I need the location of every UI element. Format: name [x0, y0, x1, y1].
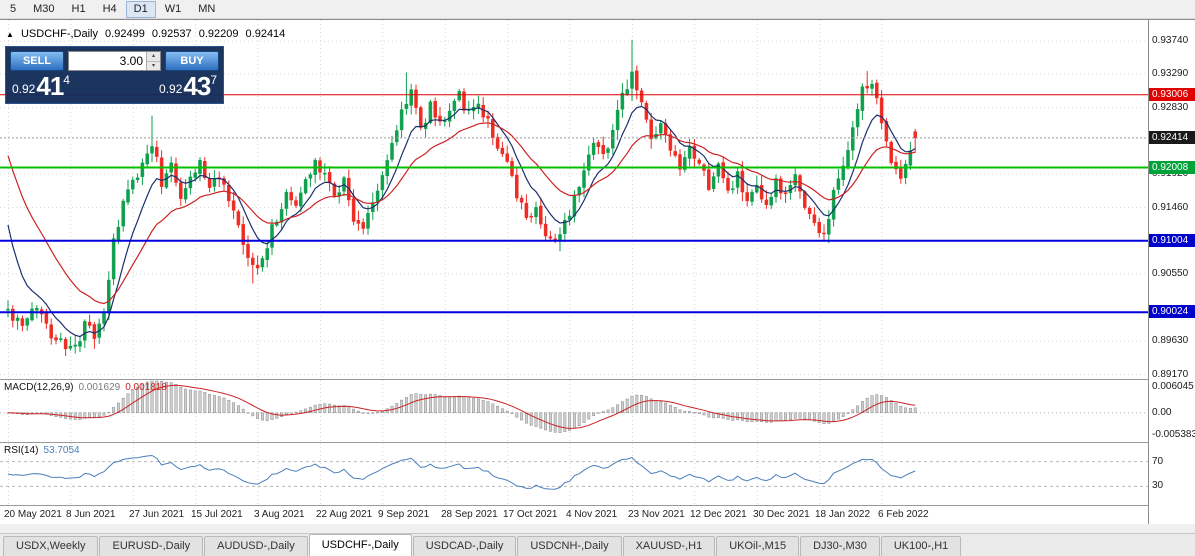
rsi-indicator-header: RSI(14) 53.7054 — [4, 445, 80, 456]
date-label: 20 May 2021 — [4, 509, 62, 520]
date-label: 17 Oct 2021 — [503, 509, 558, 520]
rsi-indicator-pane[interactable] — [0, 443, 1148, 505]
chart-tab-audusd-daily[interactable]: AUDUSD-,Daily — [204, 536, 308, 556]
chart-tab-usdx-weekly[interactable]: USDX,Weekly — [3, 536, 99, 556]
macd-axis-min: -0.005383 — [1152, 429, 1195, 440]
macd-indicator-header: MACD(12,26,9) 0.001629 0.001818 — [4, 382, 167, 393]
ohlc-low: 0.92209 — [198, 28, 239, 40]
price-axis-label: 0.93740 — [1152, 35, 1189, 46]
macd-signal-line — [7, 384, 916, 429]
volume-decrease-button[interactable]: ▾ — [147, 62, 160, 70]
pane-separator[interactable] — [0, 379, 1195, 380]
chart-tab-xauusd-h1[interactable]: XAUUSD-,H1 — [622, 536, 716, 556]
ask-pips: 43 — [183, 71, 211, 101]
macd-histogram — [6, 380, 917, 433]
macd-signal-value: 0.001818 — [125, 382, 167, 393]
price-axis-badge: 0.92008 — [1149, 161, 1195, 174]
chart-tab-ukoil-m15[interactable]: UKOil-,M15 — [716, 536, 800, 556]
rsi-axis-30: 30 — [1152, 480, 1164, 491]
volume-value[interactable]: 3.00 — [119, 54, 143, 68]
date-label: 22 Aug 2021 — [316, 509, 373, 520]
date-label: 12 Dec 2021 — [690, 509, 747, 520]
volume-stepper[interactable]: 3.00 ▴ ▾ — [68, 51, 161, 71]
chart-tab-uk100-h1[interactable]: UK100-,H1 — [880, 536, 962, 556]
date-label: 28 Sep 2021 — [441, 509, 498, 520]
price-chart-pane[interactable] — [0, 20, 1148, 379]
date-label: 6 Feb 2022 — [878, 509, 929, 520]
price-axis[interactable]: 0.937400.932900.928300.919200.914600.905… — [1148, 20, 1195, 524]
ohlc-high: 0.92537 — [151, 28, 192, 40]
timeframe-button-w1[interactable]: W1 — [157, 1, 190, 18]
chart-tab-bar: USDX,Weekly EURUSD-,Daily AUDUSD-,Daily USD… — [0, 533, 1195, 556]
macd-main-value: 0.001629 — [78, 382, 121, 393]
one-click-trading-panel: SELL 3.00 ▴ ▾ BUY 0.92 41 4 0.92 — [5, 46, 224, 104]
bid-big-figure: 0.92 — [12, 82, 36, 96]
rsi-axis-70: 70 — [1152, 456, 1164, 467]
bid-point: 4 — [63, 73, 70, 87]
date-label: 15 Jul 2021 — [191, 509, 243, 520]
date-label: 3 Aug 2021 — [254, 509, 305, 520]
bid-pips: 41 — [36, 71, 64, 101]
sell-button[interactable]: SELL — [10, 51, 64, 71]
rsi-value: 53.7054 — [43, 445, 80, 456]
ask-price: 0.92 43 7 — [159, 71, 217, 101]
price-axis-label: 0.89170 — [1152, 369, 1189, 380]
rsi-line — [7, 454, 916, 490]
chart-tab-usdcad-daily[interactable]: USDCAD-,Daily — [412, 536, 517, 556]
chart-tab-dj30-m30[interactable]: DJ30-,M30 — [800, 536, 880, 556]
price-axis-badge: 0.92414 — [1149, 131, 1195, 144]
rsi-label: RSI(14) — [4, 445, 39, 456]
volume-spinner: ▴ ▾ — [146, 52, 160, 70]
chart-tab-eurusd-daily[interactable]: EURUSD-,Daily — [99, 536, 204, 556]
buy-button[interactable]: BUY — [165, 51, 219, 71]
price-axis-badge: 0.93006 — [1149, 88, 1195, 101]
timeframe-button-d1[interactable]: D1 — [125, 0, 156, 18]
price-axis-label: 0.93290 — [1152, 68, 1189, 79]
timeframe-button-h1[interactable]: H1 — [64, 1, 94, 18]
timeframe-button-m30[interactable]: M30 — [25, 1, 62, 18]
date-label: 8 Jun 2021 — [66, 509, 116, 520]
timeframe-button-h4[interactable]: H4 — [95, 1, 125, 18]
ask-big-figure: 0.92 — [159, 82, 183, 96]
moving-average-21-line — [7, 122, 916, 305]
timeframe-button-mn[interactable]: MN — [190, 1, 223, 18]
moving-average-8-line — [7, 105, 916, 338]
macd-label: MACD(12,26,9) — [4, 382, 74, 393]
price-axis-label: 0.90550 — [1152, 268, 1189, 279]
ohlc-open: 0.92499 — [105, 28, 145, 40]
chart-window: 20 May 2021 8 Jun 2021 27 Jun 2021 15 Jul 2… — [0, 19, 1195, 524]
chart-title-bar: ▲ USDCHF-,Daily 0.92499 0.92537 0.92209 … — [6, 28, 289, 40]
chart-tab-usdcnh-daily[interactable]: USDCNH-,Daily — [517, 536, 622, 556]
date-label: 23 Nov 2021 — [628, 509, 685, 520]
price-axis-label: 0.91460 — [1152, 202, 1189, 213]
chart-tab-usdchf-daily[interactable]: USDCHF-,Daily — [308, 534, 412, 556]
collapse-trade-panel-icon[interactable]: ▲ — [6, 30, 14, 39]
price-axis-badge: 0.90024 — [1149, 305, 1195, 318]
price-axis-label: 0.89630 — [1152, 335, 1189, 346]
ohlc-close: 0.92414 — [245, 28, 286, 40]
date-label: 27 Jun 2021 — [129, 509, 185, 520]
bid-price: 0.92 41 4 — [12, 71, 70, 101]
candles-layer — [6, 39, 917, 356]
chart-symbol-label: USDCHF-,Daily — [20, 28, 98, 40]
macd-axis-zero: 0.00 — [1152, 407, 1172, 418]
macd-indicator-pane[interactable] — [0, 380, 1148, 442]
pane-separator — [0, 505, 1195, 506]
timeframe-toolbar: 5 M30 H1 H4 D1 W1 MN — [0, 0, 1195, 19]
date-label: 30 Dec 2021 — [753, 509, 810, 520]
date-label: 18 Jan 2022 — [815, 509, 871, 520]
macd-axis-max: 0.006045 — [1152, 381, 1194, 392]
timeframe-button-5[interactable]: 5 — [2, 1, 24, 18]
volume-increase-button[interactable]: ▴ — [147, 52, 160, 62]
time-axis[interactable]: 20 May 2021 8 Jun 2021 27 Jun 2021 15 Jul 2… — [0, 506, 1148, 524]
date-label: 9 Sep 2021 — [378, 509, 430, 520]
pane-separator[interactable] — [0, 442, 1195, 443]
price-axis-label: 0.92830 — [1152, 102, 1189, 113]
price-axis-badge: 0.91004 — [1149, 234, 1195, 247]
ask-point: 7 — [210, 73, 217, 87]
date-label: 4 Nov 2021 — [566, 509, 618, 520]
